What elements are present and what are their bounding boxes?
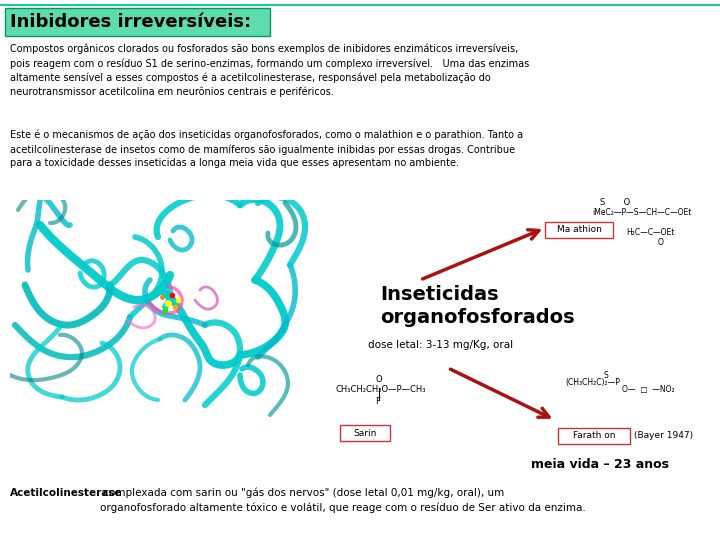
Text: (CH₃CH₂C)₂—P: (CH₃CH₂C)₂—P <box>565 378 620 387</box>
Text: Compostos orgânicos clorados ou fosforados são bons exemplos de inibidores enzim: Compostos orgânicos clorados ou fosforad… <box>10 44 529 98</box>
Text: S: S <box>604 371 608 380</box>
Text: dose letal: 3-13 mg/Kg, oral: dose letal: 3-13 mg/Kg, oral <box>368 340 513 350</box>
Text: Inseticidas
organofosforados: Inseticidas organofosforados <box>380 285 575 327</box>
Text: meia vida – 23 anos: meia vida – 23 anos <box>531 458 669 471</box>
Text: F: F <box>375 397 380 406</box>
Text: O—  □  —NO₂: O— □ —NO₂ <box>622 385 675 394</box>
Text: Farath on: Farath on <box>572 431 616 441</box>
Text: O: O <box>658 238 664 247</box>
Text: S       O: S O <box>600 198 630 207</box>
Text: Ma athion: Ma athion <box>557 226 601 234</box>
Text: iMeC₂—P—S—CH—C—OEt: iMeC₂—P—S—CH—C—OEt <box>592 208 691 217</box>
Text: Inibidores irreversíveis:: Inibidores irreversíveis: <box>10 13 251 31</box>
Text: O: O <box>375 375 382 384</box>
Bar <box>5 8 270 36</box>
Text: (Bayer 1947): (Bayer 1947) <box>634 431 693 441</box>
Bar <box>545 222 613 238</box>
Text: complexada com sarin ou "gás dos nervos" (dose letal 0,01 mg/kg, oral), um
organ: complexada com sarin ou "gás dos nervos"… <box>100 488 586 513</box>
Text: CH₃CH₂CH₂O—P—CH₃: CH₃CH₂CH₂O—P—CH₃ <box>335 385 426 394</box>
Text: H₂C—C—OEt: H₂C—C—OEt <box>626 228 675 237</box>
Text: Acetilcolinesterase: Acetilcolinesterase <box>10 488 122 498</box>
Bar <box>558 428 630 444</box>
Text: Sarin: Sarin <box>354 429 377 437</box>
Text: Este é o mecanismos de ação dos inseticidas organofosforados, como o malathion e: Este é o mecanismos de ação dos insetici… <box>10 130 523 168</box>
Bar <box>340 425 390 441</box>
